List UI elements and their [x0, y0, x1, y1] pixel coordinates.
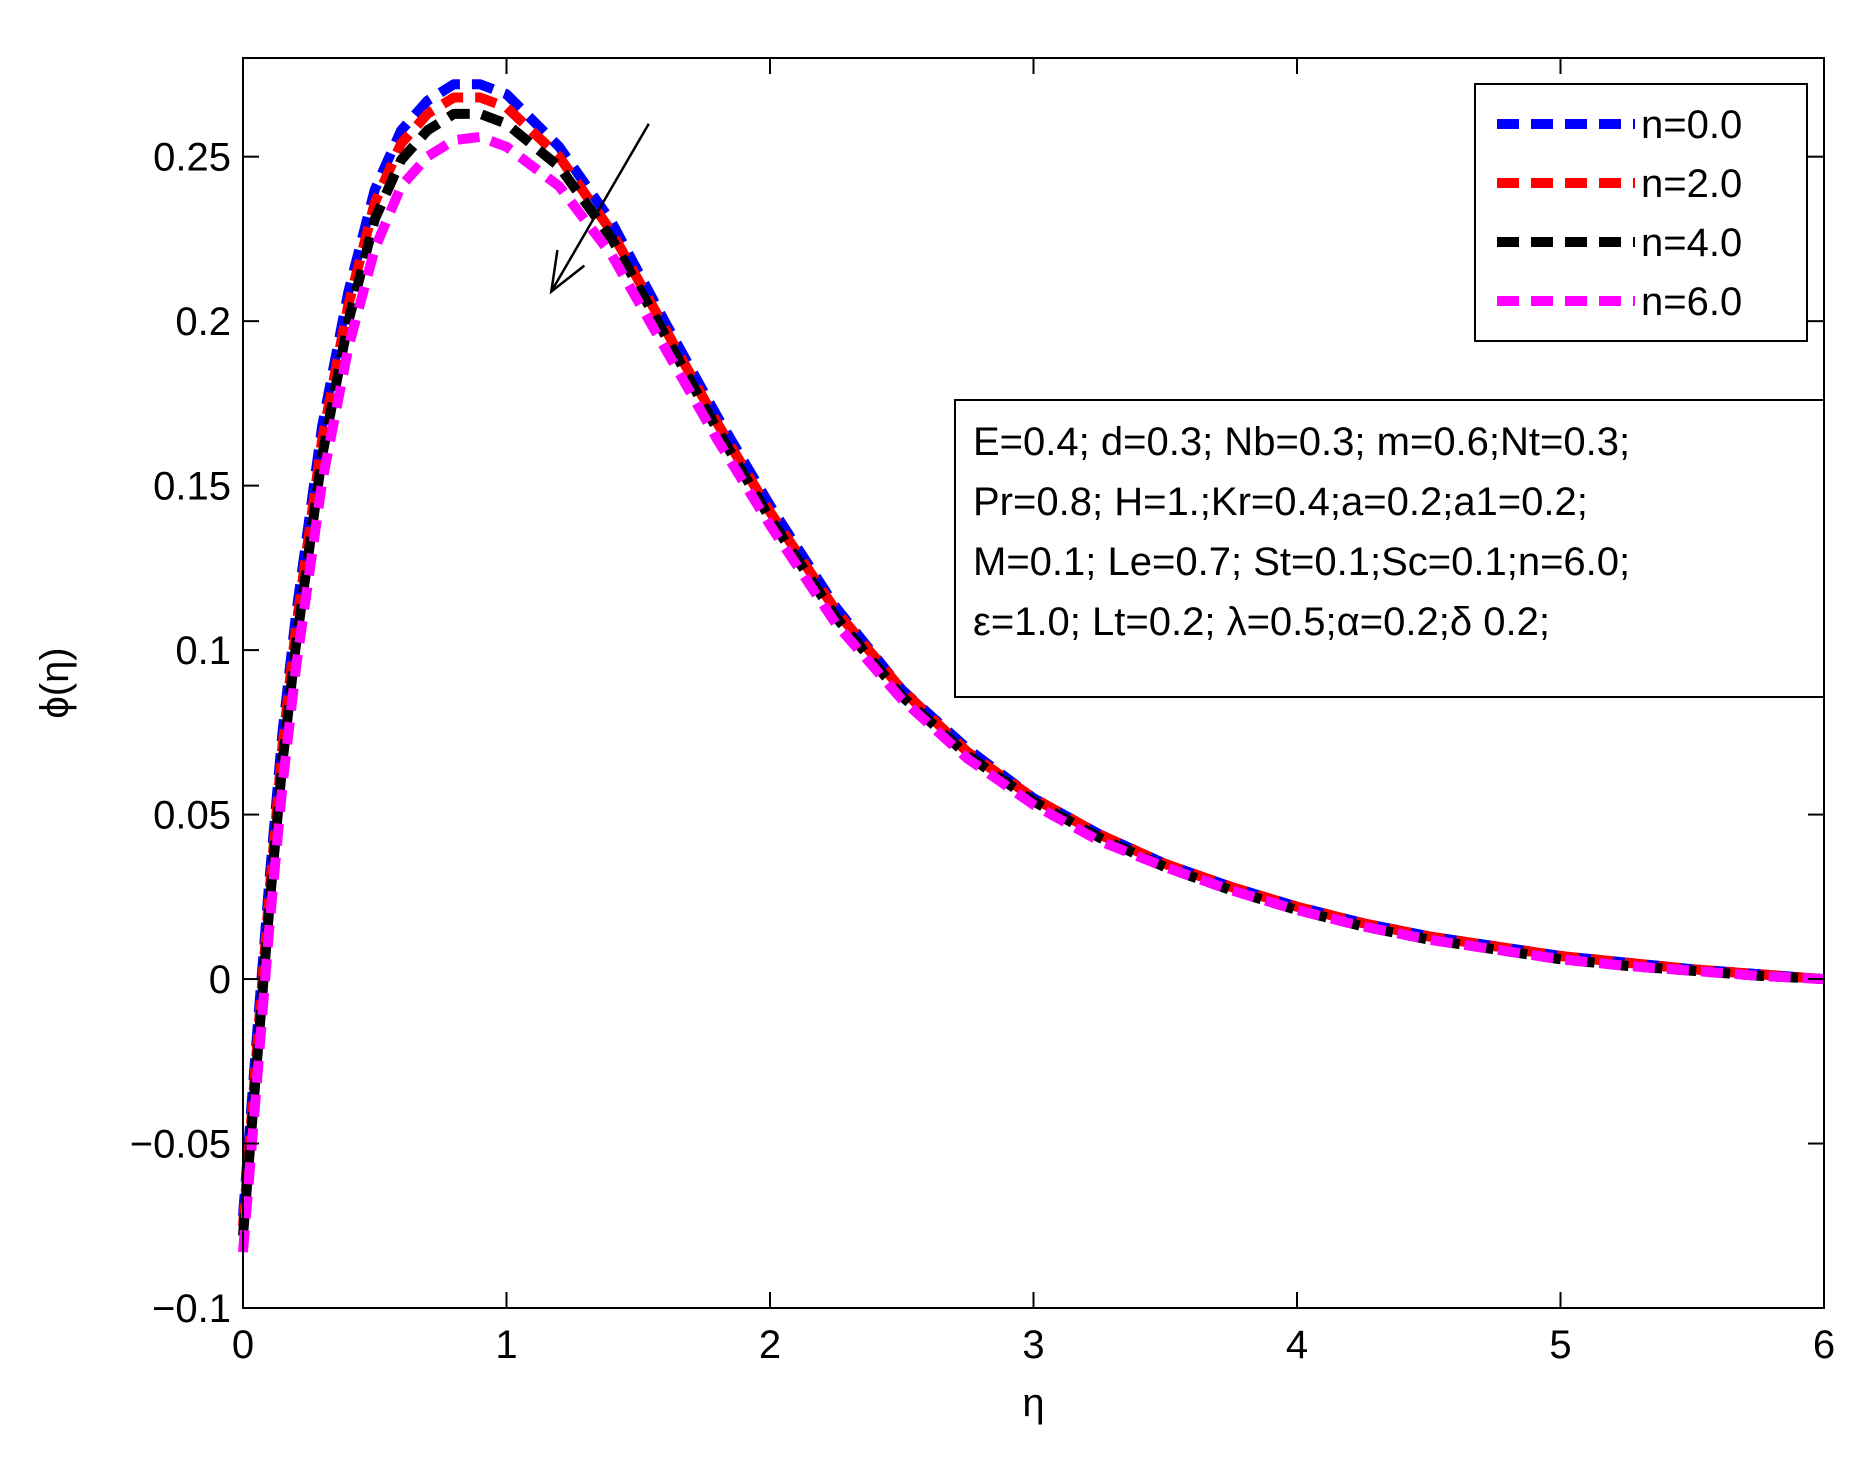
axis-tick-labels: 0 1 2 3 4 5 6 −0.1 −0.05 0 0.05 0.1 0.15 0.2 0.25 [130, 136, 1835, 1367]
arrow-shaft [550, 123, 650, 293]
x-tick-label: 4 [1286, 1323, 1308, 1367]
legend-label-3: n=6.0 [1641, 280, 1742, 324]
legend-label-2: n=4.0 [1641, 221, 1742, 265]
y-tick-label: −0.1 [152, 1287, 231, 1331]
parameter-line-1: Pr=0.8; H=1.;Kr=0.4;a=0.2;a1=0.2; [973, 480, 1588, 524]
x-tick-label: 1 [495, 1323, 517, 1367]
x-tick-label: 6 [1813, 1323, 1835, 1367]
axis-ticks [242, 58, 1825, 1309]
legend: n=0.0 n=2.0 n=4.0 n=6.0 [1474, 83, 1808, 342]
x-tick-label: 0 [232, 1323, 254, 1367]
y-axis-label: ϕ(η) [33, 647, 77, 718]
x-tick-label: 5 [1549, 1323, 1571, 1367]
y-tick-label: −0.05 [130, 1123, 231, 1167]
y-tick-label: 0.1 [175, 629, 231, 673]
legend-label-1: n=2.0 [1641, 162, 1742, 206]
parameter-line-2: M=0.1; Le=0.7; St=0.1;Sc=0.1;n=6.0; [973, 540, 1630, 584]
y-tick-label: 0.25 [153, 136, 231, 180]
x-axis-label: η [1022, 1381, 1044, 1425]
y-tick-label: 0.05 [153, 794, 231, 838]
parameter-line-3: ε=1.0; Lt=0.2; λ=0.5;α=0.2;δ 0.2; [973, 600, 1550, 644]
legend-box [1474, 83, 1808, 342]
plot-lines [238, 79, 1825, 1253]
x-tick-label: 3 [1022, 1323, 1044, 1367]
y-tick-label: 0 [209, 958, 231, 1002]
arrow-head [549, 249, 586, 295]
parameter-box: E=0.4; d=0.3; Nb=0.3; m=0.6;Nt=0.3; Pr=0.… [954, 399, 1825, 698]
y-tick-label: 0.15 [153, 465, 231, 509]
parameter-box-frame [954, 399, 1825, 698]
legend-label-0: n=0.0 [1641, 103, 1742, 147]
x-tick-label: 2 [759, 1323, 781, 1367]
y-tick-label: 0.2 [175, 300, 231, 344]
parameter-line-0: E=0.4; d=0.3; Nb=0.3; m=0.6;Nt=0.3; [973, 420, 1630, 464]
trend-arrow [549, 123, 650, 295]
